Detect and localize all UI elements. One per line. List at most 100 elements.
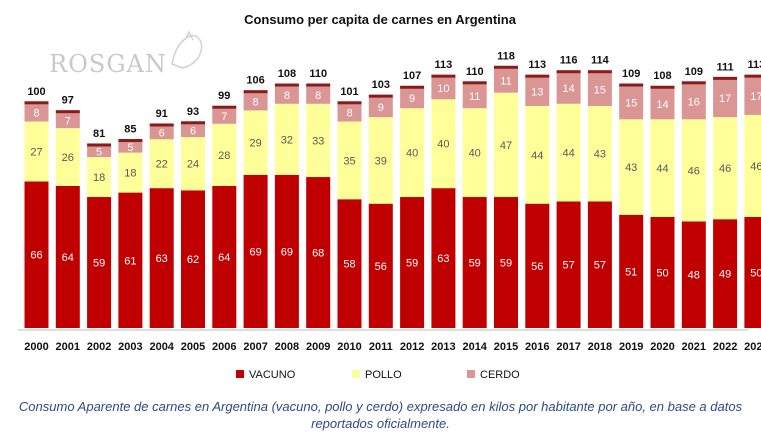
legend-swatch-cerdo: [467, 370, 475, 378]
bar-segment-cerdo: [181, 123, 205, 138]
bar-segment-pollo: [681, 119, 706, 222]
total-label: 116: [560, 55, 578, 67]
bar-segment-vacuno: [368, 203, 393, 328]
segment-label: 6: [159, 128, 165, 140]
bar-segment-cerdo: [400, 88, 425, 109]
x-tick-label: 2005: [181, 341, 205, 353]
watermark-logo: ROSGAN: [49, 30, 203, 78]
segment-label: 39: [375, 155, 387, 167]
segment-label: 59: [469, 258, 481, 270]
total-cap: [556, 70, 581, 74]
bar-segment-pollo: [337, 121, 362, 200]
total-label: 111: [717, 61, 734, 73]
segment-label: 46: [719, 163, 731, 175]
segment-label: 9: [409, 93, 415, 105]
segment-label: 48: [688, 270, 700, 282]
bar-segment-vacuno: [431, 188, 456, 328]
bar-segment-vacuno: [713, 219, 738, 328]
x-tick-label: 2017: [556, 341, 580, 353]
bar-segment-pollo: [212, 123, 237, 186]
total-cap: [713, 76, 738, 80]
legend: VACUNO POLLO CERDO: [236, 369, 520, 381]
segment-label: 7: [221, 111, 227, 123]
total-label: 118: [497, 50, 515, 62]
total-label: 113: [528, 59, 546, 71]
total-label: 110: [466, 66, 484, 78]
bar-segment-pollo: [494, 92, 518, 198]
chart-caption: Consumo Aparente de carnes en Argentina …: [18, 399, 743, 431]
total-cap: [400, 85, 425, 89]
bar-segment-vacuno: [681, 221, 706, 328]
bars-layer: 6627810064267975918581611858563226916224…: [24, 50, 761, 328]
segment-label: 29: [249, 138, 261, 150]
legend-swatch-vacuno: [236, 370, 244, 378]
segment-label: 46: [750, 161, 761, 173]
segment-label: 16: [688, 97, 700, 109]
total-cap: [744, 74, 761, 78]
segment-label: 46: [688, 165, 700, 177]
segment-label: 40: [406, 148, 418, 160]
x-tick-label: 2015: [494, 341, 518, 353]
x-tick-label: 2011: [369, 341, 393, 353]
segment-label: 69: [281, 246, 293, 258]
segment-label: 69: [249, 246, 261, 258]
x-tick-label: 2001: [56, 341, 80, 353]
total-cap: [619, 83, 644, 87]
bar-segment-pollo: [118, 152, 143, 193]
bar-segment-cerdo: [744, 77, 761, 115]
x-tick-label: 2002: [87, 341, 111, 353]
x-tick-label: 2000: [24, 341, 48, 353]
bar-segment-cerdo: [87, 145, 112, 158]
x-tick-label: 2019: [619, 341, 643, 353]
total-cap: [243, 90, 268, 94]
bar-segment-vacuno: [181, 190, 205, 328]
x-tick-label: 2007: [243, 341, 267, 353]
total-cap: [650, 85, 675, 89]
segment-label: 49: [719, 269, 731, 281]
bar-segment-cerdo: [462, 83, 487, 109]
segment-label: 15: [625, 98, 637, 110]
segment-label: 14: [656, 99, 668, 111]
total-label: 108: [653, 70, 671, 82]
segment-label: 56: [531, 261, 543, 273]
segment-label: 59: [406, 258, 418, 270]
bar-segment-cerdo: [650, 88, 675, 120]
segment-label: 24: [187, 159, 199, 171]
total-cap: [462, 81, 487, 85]
total-label: 110: [309, 68, 327, 80]
total-label: 91: [156, 108, 168, 120]
bar-segment-vacuno: [274, 174, 299, 328]
bar-segment-pollo: [619, 119, 644, 215]
segment-label: 10: [437, 83, 449, 95]
bar-segment-pollo: [306, 103, 331, 178]
segment-label: 59: [500, 258, 512, 270]
total-label: 85: [124, 124, 136, 136]
segment-label: 40: [469, 148, 481, 160]
total-label: 81: [93, 128, 105, 140]
bar-segment-vacuno: [118, 192, 143, 328]
segment-label: 22: [156, 159, 168, 171]
bar-segment-vacuno: [212, 185, 237, 328]
bar-segment-vacuno: [149, 188, 174, 328]
bar-segment-pollo: [431, 99, 456, 189]
segment-label: 40: [437, 139, 449, 151]
x-tick-label: 2008: [275, 341, 299, 353]
segment-label: 18: [93, 172, 105, 184]
x-tick-label: 2010: [337, 341, 361, 353]
segment-label: 44: [562, 148, 574, 160]
bar-segment-pollo: [556, 103, 581, 202]
total-cap: [55, 110, 80, 114]
legend-label-pollo: POLLO: [365, 369, 402, 381]
segment-label: 8: [346, 108, 352, 120]
total-cap: [118, 139, 143, 143]
bar-segment-pollo: [713, 117, 738, 220]
total-label: 114: [591, 55, 610, 67]
total-cap: [181, 121, 205, 125]
legend-label-vacuno: VACUNO: [249, 369, 296, 381]
segment-label: 8: [253, 97, 259, 109]
x-tick-label: 2021: [682, 341, 706, 353]
segment-label: 8: [33, 108, 39, 120]
segment-label: 28: [218, 150, 230, 162]
segment-label: 50: [656, 268, 668, 280]
x-tick-layer: 2000 2001 2002 2003 2004 2005 2006 2007 2008 2009…: [24, 341, 761, 353]
